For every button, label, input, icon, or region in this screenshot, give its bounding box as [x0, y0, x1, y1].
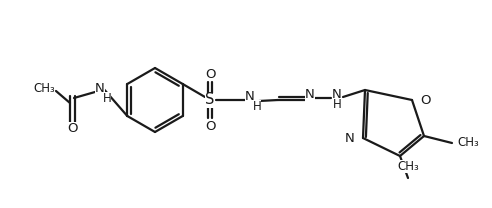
Text: CH₃: CH₃ [457, 136, 479, 150]
Text: O: O [205, 68, 215, 80]
Text: CH₃: CH₃ [33, 83, 55, 95]
Text: N: N [245, 90, 255, 104]
Text: O: O [420, 94, 430, 106]
Text: H: H [333, 99, 341, 111]
Text: N: N [332, 88, 342, 100]
Text: O: O [67, 121, 77, 135]
Text: N: N [305, 88, 315, 102]
Text: S: S [205, 93, 215, 108]
Text: H: H [252, 99, 261, 113]
Text: O: O [205, 120, 215, 132]
Text: H: H [103, 92, 111, 104]
Text: N: N [95, 83, 105, 95]
Text: CH₃: CH₃ [397, 160, 419, 173]
Text: N: N [345, 131, 355, 145]
